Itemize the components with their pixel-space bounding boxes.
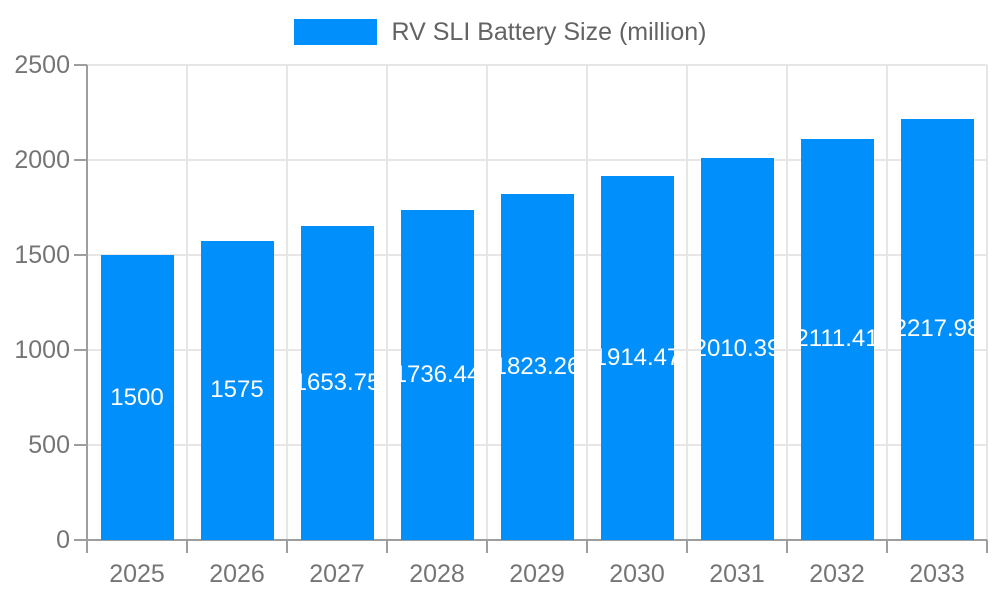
bar-value-label: 1823.26	[501, 352, 574, 380]
y-tick-label: 0	[56, 526, 70, 554]
x-gridline	[986, 65, 988, 540]
bar-value-label: 1500	[110, 383, 164, 411]
y-tick	[74, 159, 87, 161]
y-tick-label: 1000	[14, 336, 70, 364]
chart-legend[interactable]: RV SLI Battery Size (million)	[0, 17, 1000, 47]
y-tick-label: 2000	[14, 146, 70, 174]
bar[interactable]: 2010.39	[700, 158, 774, 540]
x-tick-label: 2032	[809, 560, 865, 588]
x-tick-label: 2025	[109, 560, 165, 588]
y-gridline	[87, 64, 987, 66]
bar-value-label: 1736.44	[401, 361, 474, 389]
x-tick-label: 2028	[409, 560, 465, 588]
bar-value-label: 2217.98	[901, 315, 974, 343]
bar[interactable]: 2217.98	[900, 118, 974, 540]
y-tick	[74, 254, 87, 256]
y-tick	[74, 349, 87, 351]
bar-value-label: 2010.39	[701, 335, 774, 363]
bar-value-label: 1575	[210, 376, 264, 404]
y-tick	[74, 444, 87, 446]
x-gridline	[786, 65, 788, 540]
x-gridline	[386, 65, 388, 540]
bar[interactable]: 1653.75	[300, 225, 374, 540]
y-gridline	[87, 159, 987, 161]
y-axis-line	[86, 65, 88, 540]
x-tick-label: 2030	[609, 560, 665, 588]
legend-swatch	[293, 19, 377, 45]
x-tick	[186, 540, 188, 553]
x-tick	[486, 540, 488, 553]
x-tick-label: 2026	[209, 560, 265, 588]
x-tick	[886, 540, 888, 553]
x-tick	[86, 540, 88, 553]
bar[interactable]: 1736.44	[400, 210, 474, 540]
x-tick	[786, 540, 788, 553]
y-tick-label: 500	[28, 431, 70, 459]
x-tick	[286, 540, 288, 553]
x-tick	[686, 540, 688, 553]
x-tick	[586, 540, 588, 553]
plot-area: 0 500 1000 1500 2000 2500 2025 2026 2027 2028 2029…	[14, 51, 988, 588]
legend-label: RV SLI Battery Size (million)	[391, 17, 707, 46]
y-tick-label: 2500	[14, 51, 70, 79]
x-gridline	[186, 65, 188, 540]
y-tick	[74, 64, 87, 66]
y-tick-label: 1500	[14, 241, 70, 269]
bar-value-label: 1653.75	[301, 368, 374, 396]
bar[interactable]: 2111.41	[800, 138, 874, 540]
bar[interactable]: 1914.47	[600, 176, 674, 540]
x-tick-label: 2029	[509, 560, 565, 588]
bar-value-label: 1914.47	[601, 344, 674, 372]
x-gridline	[286, 65, 288, 540]
bar-value-label: 2111.41	[800, 325, 874, 353]
x-tick-label: 2031	[709, 560, 765, 588]
x-axis-line	[87, 539, 987, 541]
x-tick-label: 2033	[909, 560, 965, 588]
x-gridline	[886, 65, 888, 540]
bar[interactable]: 1500	[100, 255, 174, 540]
x-tick-label: 2027	[309, 560, 365, 588]
x-tick	[386, 540, 388, 553]
y-tick	[74, 539, 87, 541]
bar[interactable]: 1823.26	[500, 193, 574, 540]
x-tick	[986, 540, 988, 553]
bar[interactable]: 1575	[200, 240, 274, 540]
x-gridline	[486, 65, 488, 540]
x-gridline	[686, 65, 688, 540]
x-gridline	[586, 65, 588, 540]
